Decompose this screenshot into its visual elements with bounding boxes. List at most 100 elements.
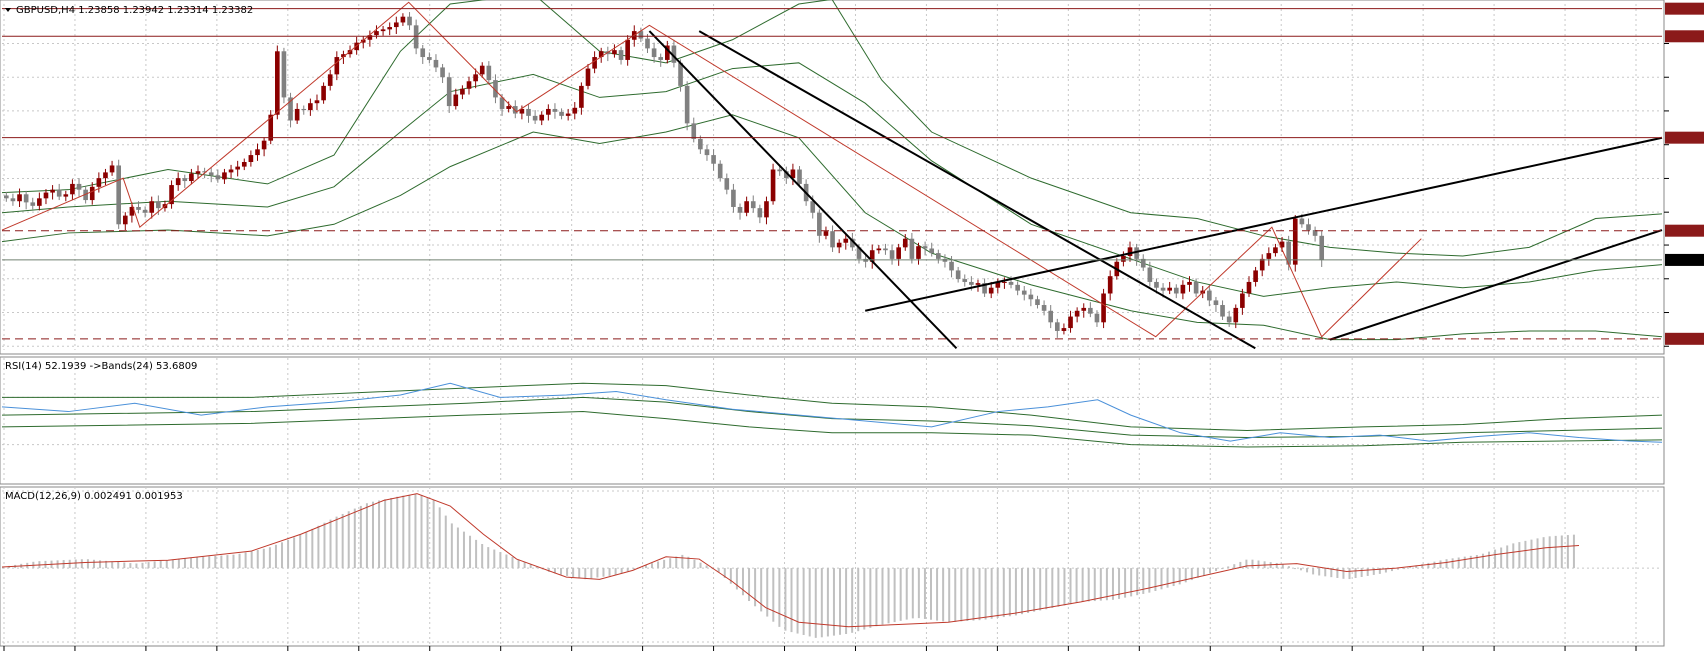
candle-bull xyxy=(374,31,379,36)
candle-bull xyxy=(790,169,796,179)
macd-histogram-bar xyxy=(511,556,514,569)
candle-bull xyxy=(1127,247,1133,257)
macd-histogram-bar xyxy=(681,554,684,569)
candle-bear xyxy=(1035,299,1040,306)
candle-bull xyxy=(1167,287,1172,291)
candle-bull xyxy=(988,287,994,294)
macd-histogram-bar xyxy=(1324,568,1327,577)
macd-histogram-bar xyxy=(863,568,866,630)
candle-bear xyxy=(1312,230,1318,236)
candle-bull xyxy=(380,29,386,32)
macd-histogram-bar xyxy=(1257,560,1260,569)
macd-histogram-bar xyxy=(1481,553,1484,569)
macd-histogram-bar xyxy=(760,568,763,612)
macd-histogram-bar xyxy=(299,534,302,569)
candle-bear xyxy=(929,248,935,254)
macd-histogram-bar xyxy=(1463,556,1466,569)
candle-bear xyxy=(883,248,888,251)
candle-bull xyxy=(294,108,300,121)
candle-bear xyxy=(856,247,862,259)
candle-bull xyxy=(360,39,366,43)
collapse-arrow-icon[interactable] xyxy=(5,8,11,12)
macd-histogram-bar xyxy=(481,544,484,569)
candle-bear xyxy=(678,62,683,86)
rsi-panel: RSI(14) 52.1939 ->Bands(24) 53.6809 xyxy=(0,356,1665,485)
macd-histogram-bar xyxy=(1245,559,1248,569)
candle-bear xyxy=(440,67,445,78)
candle-bull xyxy=(539,114,545,121)
candle-bull xyxy=(1273,247,1278,254)
macd-histogram-bar xyxy=(1069,568,1072,605)
macd-histogram-bar xyxy=(1512,543,1515,569)
macd-histogram-bar xyxy=(171,559,174,569)
candle-bull xyxy=(308,103,313,111)
candle-bull xyxy=(37,198,42,206)
macd-histogram-bar xyxy=(820,568,823,638)
candle-bear xyxy=(83,189,88,201)
macd-histogram-bar xyxy=(159,560,162,569)
macd-histogram-bar xyxy=(535,566,538,569)
candle-bear xyxy=(638,31,644,39)
macd-histogram-bar xyxy=(1160,568,1163,590)
macd-histogram-bar xyxy=(1093,568,1096,602)
macd-histogram-bar xyxy=(165,560,168,569)
candle-bull xyxy=(1279,241,1285,248)
macd-histogram-bar xyxy=(1209,568,1212,574)
candle-bear xyxy=(618,50,624,60)
candle-bear xyxy=(532,115,538,121)
macd-histogram-bar xyxy=(608,568,611,576)
macd-histogram-bar xyxy=(396,496,399,569)
rsi-band-lower xyxy=(1,411,1663,448)
macd-histogram-bar xyxy=(1348,568,1351,580)
candle-bull xyxy=(235,166,240,170)
candle-bear xyxy=(493,80,498,98)
macd-histogram-bar xyxy=(1384,568,1387,573)
macd-histogram-bar xyxy=(553,568,556,574)
macd-histogram-bar xyxy=(1215,568,1218,571)
macd-histogram-bar xyxy=(135,563,138,569)
candle-bear xyxy=(1306,224,1311,231)
macd-histogram-bar xyxy=(590,568,593,579)
candle-bull xyxy=(275,51,280,115)
macd-histogram-bar xyxy=(1008,568,1011,617)
macd-histogram-bar xyxy=(1560,535,1563,569)
candle-bear xyxy=(76,183,82,190)
candle-bull xyxy=(565,113,571,116)
macd-histogram-bar xyxy=(281,542,284,569)
macd-histogram-bar xyxy=(408,494,411,569)
macd-histogram-bar xyxy=(657,561,660,569)
candle-bear xyxy=(486,65,492,81)
candle-bull xyxy=(1107,276,1113,294)
candle-bear xyxy=(1319,235,1325,261)
macd-histogram-bar xyxy=(153,561,156,569)
macd-histogram-bar xyxy=(1354,568,1357,579)
macd-histogram-bar xyxy=(1221,568,1224,570)
candle-bull xyxy=(460,88,465,95)
candle-bull xyxy=(347,50,353,55)
macd-panel-frame xyxy=(0,486,1665,647)
macd-histogram-bar xyxy=(602,568,605,577)
price-panel-frame xyxy=(0,0,1665,355)
candle-bear xyxy=(446,77,452,107)
macd-histogram-bar xyxy=(578,568,581,579)
candle-bull xyxy=(479,65,485,75)
macd-histogram-bar xyxy=(1081,568,1084,602)
macd-histogram-bar xyxy=(208,556,211,569)
price-panel-title: GBPUSD,H4 1.23858 1.23942 1.23314 1.2338… xyxy=(16,5,253,16)
candle-bull xyxy=(189,173,194,182)
candle-bull xyxy=(612,50,617,55)
macd-histogram-bar xyxy=(1542,537,1545,569)
macd-histogram-bar xyxy=(323,522,326,569)
macd-histogram-bar xyxy=(1312,568,1315,575)
candle-bear xyxy=(889,250,895,259)
candle-bull xyxy=(149,201,155,213)
macd-histogram-bar xyxy=(1075,568,1078,604)
macd-histogram-bar xyxy=(487,547,490,569)
candle-bull xyxy=(598,51,604,58)
macd-histogram-bar xyxy=(729,568,732,584)
candle-bear xyxy=(4,195,9,199)
macd-histogram-bar xyxy=(244,552,247,569)
macd-histogram-bar xyxy=(1439,560,1442,569)
candle-bull xyxy=(334,57,340,75)
candle-bear xyxy=(684,85,690,124)
